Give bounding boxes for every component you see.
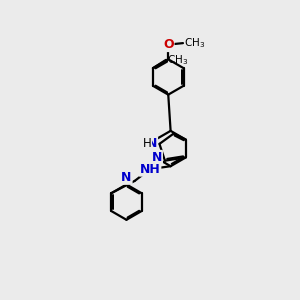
Text: N: N xyxy=(121,171,132,184)
Text: N: N xyxy=(152,151,162,164)
Text: NH: NH xyxy=(140,163,160,176)
Text: CH$_3$: CH$_3$ xyxy=(184,36,206,50)
Text: O: O xyxy=(163,38,174,51)
Text: N: N xyxy=(147,137,157,150)
Text: H: H xyxy=(143,137,152,150)
Text: CH$_3$: CH$_3$ xyxy=(167,53,188,67)
